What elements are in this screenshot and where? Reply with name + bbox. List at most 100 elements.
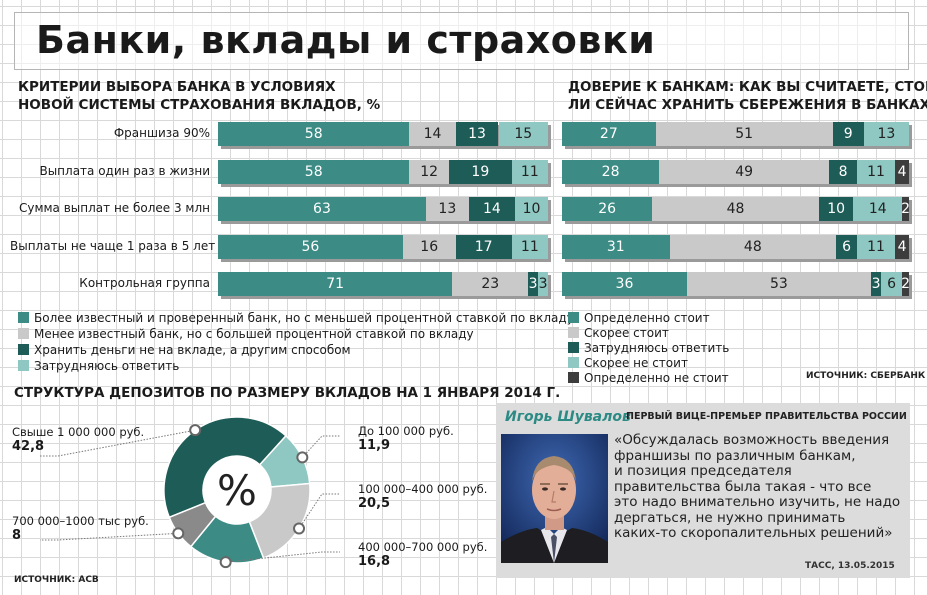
bar-segment: 48 xyxy=(652,197,819,221)
bar-segment: 56 xyxy=(218,234,403,259)
bar-row: 31 48 6 11 4 xyxy=(562,234,909,259)
bar-segment: 11 xyxy=(856,159,896,184)
legend-swatch xyxy=(18,328,29,339)
donut-marker xyxy=(219,556,232,569)
legend-item: Скорее стоит xyxy=(584,326,669,340)
bar-segment: 23 xyxy=(452,272,529,296)
legend-swatch xyxy=(568,312,579,323)
bar-segment: 53 xyxy=(686,272,871,296)
donut-slice-value: 16,8 xyxy=(358,554,391,569)
donut-hole xyxy=(203,456,271,524)
legend-item: Затрудняюсь ответить xyxy=(584,341,730,355)
bar-segment: 3 xyxy=(538,272,548,296)
quote-line: «Обсуждалась возможность введения xyxy=(614,432,890,448)
legend-swatch xyxy=(18,344,29,355)
bar-segment: 10 xyxy=(818,197,854,221)
bar-segment: 14 xyxy=(468,197,515,221)
donut-leader-line xyxy=(301,435,340,458)
donut-slice-label: Свыше 1 000 000 руб. xyxy=(12,425,145,439)
bar-segment: 14 xyxy=(853,197,903,221)
bar-segment: 26 xyxy=(562,197,653,221)
legend-item: Определенно не стоит xyxy=(584,371,729,385)
bar-segment: 48 xyxy=(669,234,837,259)
donut-marker xyxy=(293,522,306,535)
bar-segment: 49 xyxy=(659,159,830,184)
bar-segment: 11 xyxy=(511,159,548,184)
bar-segment: 58 xyxy=(218,159,410,184)
donut-slice-label: До 100 000 руб. xyxy=(358,424,454,438)
quote-source: ТАСС, 13.05.2015 xyxy=(805,561,895,571)
quote-line: франшизы по различным банкам, xyxy=(614,447,856,464)
criteria-chart-title-line-2: НОВОЙ СИСТЕМЫ СТРАХОВАНИЯ ВКЛАДОВ, % xyxy=(18,97,381,113)
bar-segment: 4 xyxy=(895,159,909,184)
donut-marker xyxy=(189,424,202,437)
bar-row: 27 51 9 13 xyxy=(562,122,909,146)
quote-text: «Обсуждалась возможность введения франшиз… xyxy=(614,432,906,542)
bar-segment: 31 xyxy=(562,234,670,259)
quote-line: дергаться, не нужно принимать xyxy=(614,509,846,526)
bar-segment: 6 xyxy=(836,234,857,259)
bar-segment: 3 xyxy=(528,272,539,296)
bar-row: 56 16 17 11 xyxy=(218,234,548,259)
criteria-chart-title-line-1: КРИТЕРИИ ВЫБОРА БАНКА В УСЛОВИЯХ xyxy=(18,79,336,95)
legend-item: Хранить деньги не на вкладе, а другим сп… xyxy=(34,343,351,357)
author-photo xyxy=(501,434,608,563)
bar-segment: 27 xyxy=(562,122,656,146)
bar-segment: 10 xyxy=(515,197,548,221)
legend-item: Определенно стоит xyxy=(584,311,710,325)
bar-row: 63 13 14 10 xyxy=(218,197,548,221)
legend-item: Менее известный банк, но с большей проце… xyxy=(34,327,474,341)
donut-slice-value: 42,8 xyxy=(12,439,45,454)
deposit-chart-title: СТРУКТУРА ДЕПОЗИТОВ ПО РАЗМЕРУ ВКЛАДОВ Н… xyxy=(14,385,561,401)
bar-segment: 51 xyxy=(655,122,833,146)
bar-segment: 28 xyxy=(562,159,660,184)
bar-segment: 17 xyxy=(455,234,512,259)
donut-slice-value: 8 xyxy=(12,528,22,543)
bar-segment: 19 xyxy=(449,159,512,184)
quote-line: и позиция председателя xyxy=(614,463,792,479)
criteria-row-label: Контрольная группа xyxy=(79,276,210,290)
bar-row: 58 14 13 15 xyxy=(218,122,548,146)
bar-segment: 13 xyxy=(425,197,469,221)
bar-segment: 8 xyxy=(829,159,857,184)
bar-segment: 12 xyxy=(409,159,449,184)
bar-segment: 4 xyxy=(895,234,909,259)
bar-row: 36 53 3 6 2 xyxy=(562,272,910,296)
bar-segment: 13 xyxy=(863,122,909,146)
bar-segment: 6 xyxy=(881,272,903,296)
legend-swatch xyxy=(568,372,579,383)
bar-segment: 16 xyxy=(402,234,456,259)
quote-line: это надо внимательно изучить, не надо xyxy=(614,494,901,510)
criteria-row-label: Сумма выплат не более 3 млн xyxy=(18,201,210,215)
bar-segment: 11 xyxy=(511,234,548,259)
legend-swatch xyxy=(568,357,579,368)
criteria-row-label: Выплаты не чаще 1 раза в 5 лет xyxy=(10,238,216,253)
donut-slice-label: 100 000–400 000 руб. xyxy=(358,482,488,496)
legend-swatch xyxy=(18,360,29,371)
bar-row: 28 49 8 11 4 xyxy=(562,159,909,184)
bar-segment: 63 xyxy=(218,197,426,221)
quote-line: правительства была такая - что все xyxy=(614,478,872,495)
quote-line: каких-то скоропалительных решений» xyxy=(614,525,893,541)
bar-row: 71 23 3 3 xyxy=(218,272,548,296)
donut-marker xyxy=(296,451,309,464)
bar-segment: 9 xyxy=(832,122,864,146)
donut-leader-line xyxy=(40,532,179,541)
quote-author-role: ПЕРВЫЙ ВИЦЕ-ПРЕМЬЕР ПРАВИТЕЛЬСТВА РОССИИ xyxy=(626,411,907,422)
bar-segment: 11 xyxy=(856,234,896,259)
bar-segment: 2 xyxy=(901,272,910,296)
bar-row: 58 12 19 11 xyxy=(218,159,548,184)
trust-chart-title-line-1: ДОВЕРИЕ К БАНКАМ: КАК ВЫ СЧИТАЕТЕ, СТОИТ xyxy=(568,79,927,95)
donut-slice-label: 400 000–700 000 руб. xyxy=(358,540,488,554)
donut-center-label: % xyxy=(217,466,257,515)
legend-item: Затрудняюсь ответить xyxy=(34,359,180,373)
legend-item: Скорее не стоит xyxy=(584,356,688,370)
deposit-donut-chart: % xyxy=(40,416,340,569)
bar-segment: 14 xyxy=(409,122,456,146)
donut-leader-line xyxy=(225,551,340,563)
page-title: Банки, вклады и страховки xyxy=(36,18,656,62)
trust-chart-title-line-2: ЛИ СЕЙЧАС ХРАНИТЬ СБЕРЕЖЕНИЯ В БАНКАХ? xyxy=(568,97,927,113)
bar-segment: 13 xyxy=(455,122,499,146)
bar-segment: 15 xyxy=(498,122,548,146)
criteria-row-label: Выплата один раз в жизни xyxy=(39,163,210,178)
